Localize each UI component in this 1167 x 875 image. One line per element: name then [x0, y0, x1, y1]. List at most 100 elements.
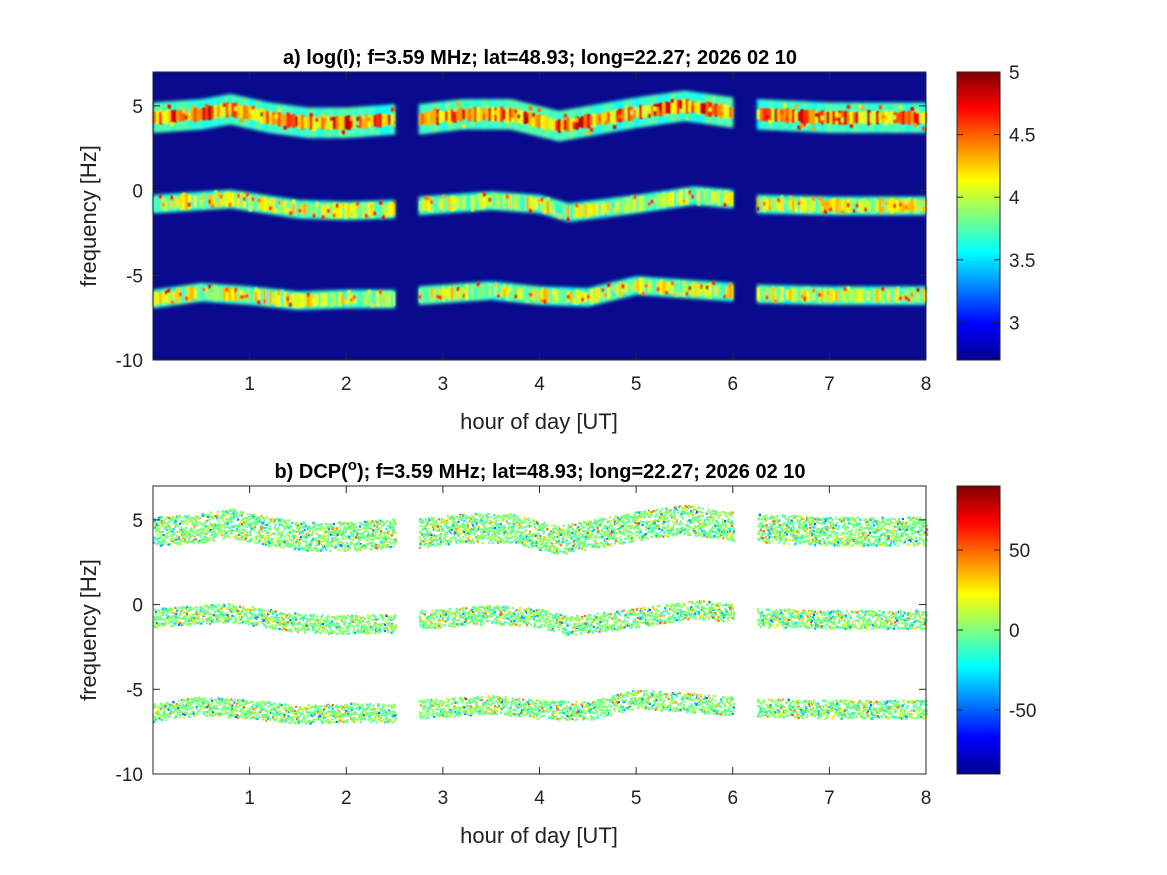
dcp-point	[332, 540, 335, 543]
band-core-cell	[205, 287, 209, 299]
dcp-point	[323, 537, 326, 541]
dcp-point	[489, 530, 492, 533]
dcp-point	[494, 527, 497, 530]
band-core-cell	[554, 120, 559, 131]
band-core-cell	[251, 290, 256, 302]
band-core-cell	[384, 291, 389, 307]
dcp-point	[558, 542, 562, 545]
band-core-cell	[309, 115, 314, 130]
band-core-cell	[254, 109, 258, 121]
dcp-point	[499, 529, 503, 532]
dcp-point	[236, 534, 239, 537]
band-core-cell	[782, 289, 787, 300]
band-core-cell	[531, 197, 536, 210]
dcp-point	[337, 538, 340, 541]
band-core-cell	[673, 191, 678, 206]
band-core-cell	[216, 287, 221, 300]
band-speckle	[922, 126, 926, 131]
dcp-point	[223, 536, 226, 539]
dcp-point	[502, 541, 505, 544]
dcp-point	[424, 533, 427, 536]
dcp-point	[276, 544, 279, 548]
dcp-point	[638, 531, 641, 534]
dcp-point	[639, 510, 643, 514]
dcp-point	[224, 530, 227, 533]
band-core-cell	[390, 291, 395, 307]
band-core-cell	[647, 280, 652, 293]
dcp-point	[612, 534, 616, 537]
dcp-point	[210, 533, 214, 537]
dcp-point	[495, 531, 498, 534]
band-core-cell	[181, 194, 186, 210]
dcp-point	[490, 527, 493, 531]
dcp-point	[474, 530, 477, 533]
dcp-point	[378, 521, 381, 524]
dcp-point	[552, 527, 555, 530]
dcp-point	[342, 537, 345, 541]
band-speckle	[283, 125, 287, 130]
dcp-point	[308, 529, 311, 532]
dcp-point	[458, 539, 461, 542]
dcp-point	[210, 528, 213, 532]
dcp-point	[597, 546, 600, 549]
dcp-point	[641, 523, 645, 526]
dcp-point	[435, 534, 438, 537]
dcp-point	[200, 533, 203, 536]
dcp-point	[466, 537, 469, 540]
dcp-point	[295, 541, 298, 545]
band-core-cell	[205, 194, 209, 207]
band-core-cell	[208, 105, 212, 121]
band-speckle	[444, 289, 449, 294]
band-core-cell	[234, 193, 238, 206]
band-speckle	[450, 203, 455, 208]
band-core-cell	[167, 290, 171, 304]
band-speckle	[494, 110, 498, 115]
band-core-cell	[202, 285, 206, 299]
dcp-point	[565, 539, 568, 542]
dcp-point	[511, 541, 514, 544]
band-core-cell	[274, 200, 279, 212]
dcp-point	[522, 532, 525, 535]
dcp-point	[514, 517, 517, 520]
dcp-point	[536, 544, 539, 547]
band-core-cell	[618, 281, 623, 297]
dcp-point	[361, 527, 364, 530]
dcp-point	[375, 543, 378, 547]
dcp-point	[387, 537, 390, 540]
dcp-point	[374, 520, 377, 523]
dcp-point	[211, 517, 215, 520]
dcp-point	[659, 510, 662, 513]
band-core-cell	[234, 288, 238, 301]
band-core-cell	[505, 287, 510, 298]
x-tick-label: 2	[341, 374, 352, 395]
band-speckle	[756, 206, 761, 211]
band-core-cell	[158, 292, 163, 304]
dcp-point	[180, 532, 183, 535]
dcp-point	[578, 547, 581, 550]
band-speckle	[514, 203, 518, 208]
dcp-point	[389, 538, 392, 541]
band-speckle	[379, 201, 383, 206]
dcp-point	[540, 529, 543, 532]
dcp-point	[371, 530, 374, 533]
dcp-point	[255, 515, 258, 518]
dcp-point	[635, 515, 638, 519]
dcp-point	[307, 531, 310, 534]
dcp-point	[550, 530, 553, 533]
dcp-point	[420, 518, 423, 521]
band-speckle	[702, 189, 707, 194]
band-core-cell	[470, 284, 475, 299]
band-core-cell	[271, 198, 276, 214]
dcp-point	[230, 525, 233, 528]
dcp-point	[168, 517, 171, 520]
dcp-point	[639, 531, 643, 534]
band-core-cell	[450, 109, 455, 122]
dcp-point	[552, 536, 555, 540]
dcp-point	[323, 536, 326, 539]
dcp-point	[314, 537, 317, 540]
band-core-cell	[720, 103, 724, 119]
dcp-point	[652, 523, 655, 526]
dcp-point	[527, 518, 531, 521]
dcp-point	[514, 536, 517, 539]
band-core-cell	[809, 109, 813, 125]
